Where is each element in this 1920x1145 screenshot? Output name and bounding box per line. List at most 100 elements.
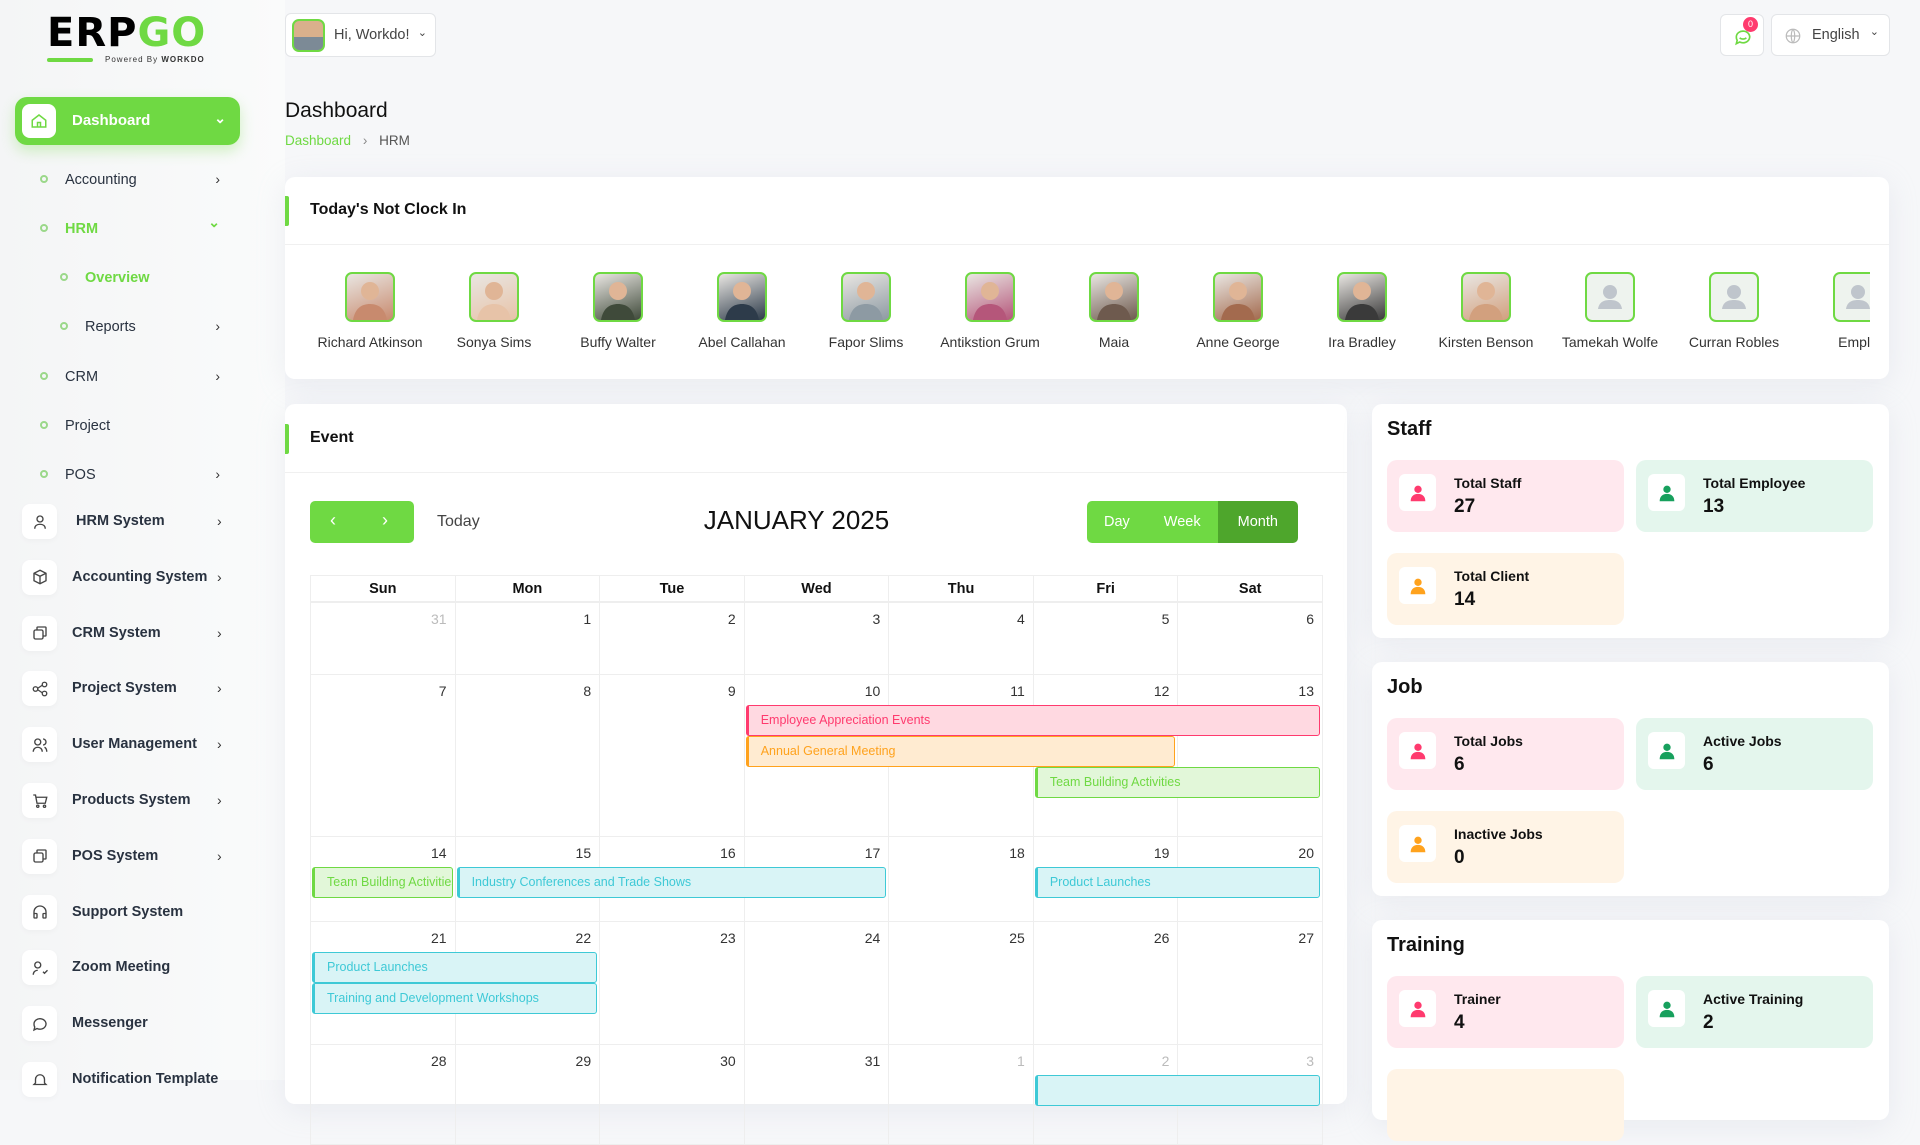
employee-item[interactable]: Richard Atkinson [308,272,432,350]
employee-item[interactable]: Tamekah Wolfe [1548,272,1672,350]
calendar-day[interactable]: 24 [743,921,890,1045]
stat-tile[interactable]: Inactive Jobs 0 [1387,811,1624,883]
calendar-event[interactable]: Product Launches [312,952,598,983]
calendar-day[interactable]: 18 [888,836,1034,922]
stat-value: 4 [1454,1012,1465,1033]
employee-item[interactable]: Kirsten Benson [1424,272,1548,350]
calendar-day[interactable]: 27 [1177,921,1323,1045]
sidebar-item-label: POS System [72,847,159,864]
sidebar-item-user-management[interactable]: User Management › [22,727,262,763]
calendar-day[interactable]: 31 [310,602,456,675]
employee-name: Emplo [1838,334,1870,350]
language-select[interactable]: English ⌄ [1771,14,1890,56]
employee-item[interactable]: Sonya Sims [432,272,556,350]
calendar-day[interactable]: 4 [888,602,1034,675]
stat-tile[interactable]: Total Staff 27 [1387,460,1624,532]
calendar-day[interactable]: 29 [454,1044,601,1145]
sidebar-item-overview[interactable]: Overview [0,261,240,295]
calendar-event[interactable]: Annual General Meeting [745,736,1176,767]
sidebar-item-dashboard[interactable]: Dashboard ⌄ [15,97,240,145]
employee-item[interactable]: Curran Robles [1672,272,1796,350]
stat-tile[interactable]: Active Training 2 [1636,976,1873,1048]
sidebar-item-support-system[interactable]: Support System [22,894,262,931]
employee-item[interactable]: Antikstion Grum [928,272,1052,350]
chevron-right-icon: › [217,624,222,641]
calendar-day[interactable]: 9 [599,674,745,837]
calendar-day[interactable]: 31 [743,1044,890,1145]
stat-tile[interactable]: Total Employee 13 [1636,460,1873,532]
users-icon [22,727,57,763]
sidebar-item-notification-template[interactable]: Notification Template [22,1062,262,1098]
sidebar-item-label: Zoom Meeting [72,959,171,976]
calendar-event[interactable]: Employee Appreciation Events [745,705,1320,736]
calendar-event[interactable]: Product Launches [1034,867,1320,898]
user-menu-button[interactable]: Hi, Workdo! ⌄ [285,13,436,57]
employee-item[interactable]: Buffy Walter [556,272,680,350]
sidebar-item-accounting[interactable]: Accounting › [0,163,240,197]
view-week-button[interactable]: Week [1146,501,1218,543]
calendar-day[interactable]: 28 [310,1044,456,1145]
sidebar-item-messenger[interactable]: Messenger [22,1006,262,1042]
sidebar-item-hrm-system[interactable]: HRM System › [22,504,262,540]
stat-tile[interactable]: Total Jobs 6 [1387,718,1624,790]
day-number: 5 [1161,611,1170,627]
sidebar-item-project[interactable]: Project [0,409,240,443]
view-day-button[interactable]: Day [1087,501,1147,543]
calendar-day[interactable]: 5 [1032,602,1179,675]
today-button[interactable]: Today [437,513,480,530]
calendar-day[interactable]: 1 [888,1044,1034,1145]
sidebar-item-crm[interactable]: CRM › [0,360,240,394]
stat-value: 14 [1454,589,1476,610]
breadcrumb-dashboard[interactable]: Dashboard [285,133,352,148]
stat-tile[interactable]: Trainer 4 [1387,976,1624,1048]
calendar-event[interactable]: Team Building Activities [1034,767,1320,798]
employee-name: Richard Atkinson [317,334,423,350]
sidebar-item-zoom-meeting[interactable]: Zoom Meeting [22,950,262,986]
calendar-day[interactable]: 13 [1177,674,1323,837]
sidebar-item-project-system[interactable]: Project System › [22,671,262,707]
weekday-header: Wed [743,575,890,602]
calendar-day[interactable]: 6 [1177,602,1323,675]
employee-item[interactable]: Emplo [1796,272,1870,350]
sidebar-item-pos-system[interactable]: POS System › [22,838,262,875]
sidebar-item-crm-system[interactable]: CRM System › [22,615,262,652]
calendar-event[interactable]: Team Building Activities [312,867,453,898]
calendar-event[interactable]: Industry Conferences and Trade Shows [456,867,887,898]
breadcrumb-hrm: HRM [379,133,410,148]
messages-button[interactable]: 0 [1720,14,1764,56]
page-title: Dashboard [285,99,388,122]
employee-item[interactable]: Maia [1052,272,1176,350]
sidebar-item-accounting-system[interactable]: Accounting System › [22,559,262,596]
avatar [1337,272,1387,322]
employee-item[interactable]: Anne George [1176,272,1300,350]
calendar-day[interactable]: 7 [310,674,456,837]
prev-month-button[interactable]: ‹ [330,510,336,530]
calendar-day[interactable]: 1 [454,602,601,675]
stat-tile[interactable]: Active Jobs 6 [1636,718,1873,790]
logo[interactable]: ERPGO Powered By WORKDO [47,10,207,64]
employee-item[interactable]: Abel Callahan [680,272,804,350]
sidebar-item-pos[interactable]: POS › [0,458,240,492]
calendar-day[interactable]: 2 [599,602,745,675]
employee-item[interactable]: Ira Bradley [1300,272,1424,350]
calendar-day[interactable]: 8 [454,674,601,837]
cart-icon [22,783,57,818]
view-month-button[interactable]: Month [1217,501,1298,543]
calendar-day[interactable]: 3 [743,602,890,675]
sidebar-item-products-system[interactable]: Products System › [22,783,262,819]
sidebar-item-hrm[interactable]: HRM ⌄ [0,212,240,246]
day-number: 9 [727,683,736,699]
calendar-day[interactable]: 25 [888,921,1034,1045]
breadcrumb-separator-icon: › [362,133,368,148]
calendar-day[interactable]: 30 [599,1044,745,1145]
next-month-button[interactable]: › [382,510,388,530]
stat-value: 27 [1454,496,1476,517]
employee-item[interactable]: Fapor Slims [804,272,928,350]
stat-tile[interactable]: Total Client 14 [1387,553,1624,625]
calendar-event[interactable]: Training and Development Workshops [312,983,598,1014]
calendar-day[interactable]: 23 [599,921,745,1045]
employee-name: Fapor Slims [828,334,904,350]
calendar-day[interactable]: 26 [1032,921,1179,1045]
training-card: Training Trainer 4 Active Training 2 [1372,920,1889,1141]
sidebar-item-reports[interactable]: Reports › [0,310,240,344]
